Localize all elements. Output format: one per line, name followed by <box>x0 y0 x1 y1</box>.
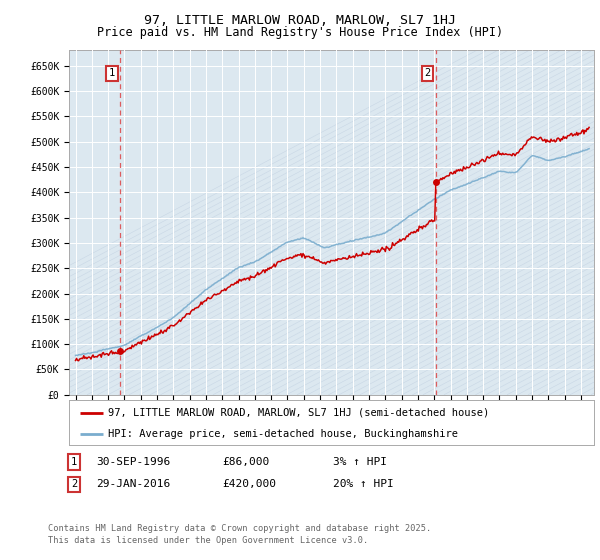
Text: 1: 1 <box>71 457 77 467</box>
Text: 20% ↑ HPI: 20% ↑ HPI <box>333 479 394 489</box>
Text: 3% ↑ HPI: 3% ↑ HPI <box>333 457 387 467</box>
Text: Price paid vs. HM Land Registry's House Price Index (HPI): Price paid vs. HM Land Registry's House … <box>97 26 503 39</box>
Text: 2: 2 <box>424 68 430 78</box>
Text: £420,000: £420,000 <box>222 479 276 489</box>
Text: 29-JAN-2016: 29-JAN-2016 <box>96 479 170 489</box>
Text: 30-SEP-1996: 30-SEP-1996 <box>96 457 170 467</box>
Text: Contains HM Land Registry data © Crown copyright and database right 2025.
This d: Contains HM Land Registry data © Crown c… <box>48 524 431 545</box>
Text: HPI: Average price, semi-detached house, Buckinghamshire: HPI: Average price, semi-detached house,… <box>109 429 458 439</box>
Text: 97, LITTLE MARLOW ROAD, MARLOW, SL7 1HJ (semi-detached house): 97, LITTLE MARLOW ROAD, MARLOW, SL7 1HJ … <box>109 408 490 418</box>
Text: £86,000: £86,000 <box>222 457 269 467</box>
Text: 97, LITTLE MARLOW ROAD, MARLOW, SL7 1HJ: 97, LITTLE MARLOW ROAD, MARLOW, SL7 1HJ <box>144 14 456 27</box>
Text: 1: 1 <box>109 68 115 78</box>
Text: 2: 2 <box>71 479 77 489</box>
